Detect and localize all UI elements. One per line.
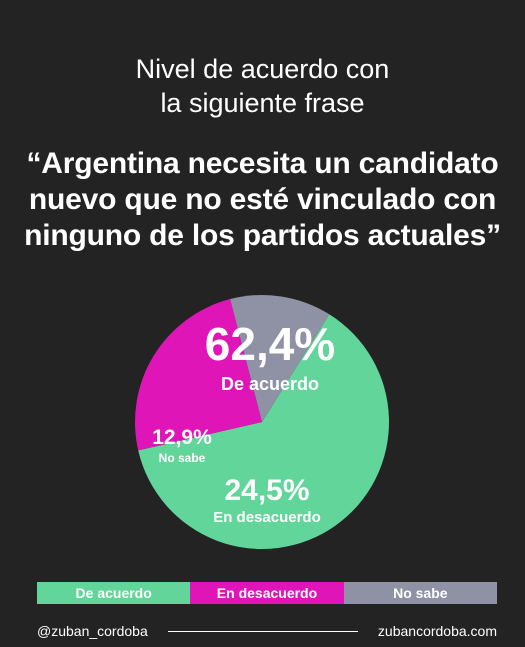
data-label-value-en-desacuerdo: 24,5% xyxy=(224,474,309,507)
legend-label-en-desacuerdo: En desacuerdo xyxy=(216,585,318,601)
footer-website: zubancordoba.com xyxy=(377,623,497,639)
legend: De acuerdo En desacuerdo No sabe xyxy=(37,582,497,604)
data-label-category-no-sabe: No sabe xyxy=(159,451,206,465)
pie-slice-en-desacuerdo xyxy=(134,299,262,451)
legend-label-no-sabe: No sabe xyxy=(393,585,448,601)
quoted-statement: “Argentina necesita un candidato nuevo q… xyxy=(0,146,525,254)
subtitle-line-2: la siguiente frase xyxy=(160,88,365,118)
footer: @zuban_cordoba zubancordoba.com xyxy=(37,622,497,640)
pie-slice-no-sabe xyxy=(230,294,330,422)
subtitle-line-1: Nivel de acuerdo con xyxy=(135,54,390,84)
data-label-value-no-sabe: 12,9% xyxy=(152,426,212,449)
legend-item-de-acuerdo: De acuerdo xyxy=(37,582,191,604)
quote-line-3: ninguno de los partidos actuales” xyxy=(24,219,501,252)
data-label-value-de-acuerdo: 62,4% xyxy=(205,318,335,370)
legend-item-no-sabe: No sabe xyxy=(343,582,497,604)
pie-slice-de-acuerdo xyxy=(138,314,390,550)
data-label-category-en-desacuerdo: En desacuerdo xyxy=(213,509,321,526)
footer-divider xyxy=(167,630,358,632)
quote-line-2: nuevo que no esté vinculado con xyxy=(28,183,497,216)
quote-line-1: “Argentina necesita un candidato xyxy=(26,147,499,180)
chart-subtitle: Nivel de acuerdo con la siguiente frase xyxy=(0,52,525,120)
data-label-category-de-acuerdo: De acuerdo xyxy=(221,374,319,394)
legend-item-en-desacuerdo: En desacuerdo xyxy=(190,582,344,604)
footer-handle: @zuban_cordoba xyxy=(37,623,148,639)
legend-label-de-acuerdo: De acuerdo xyxy=(75,585,152,601)
